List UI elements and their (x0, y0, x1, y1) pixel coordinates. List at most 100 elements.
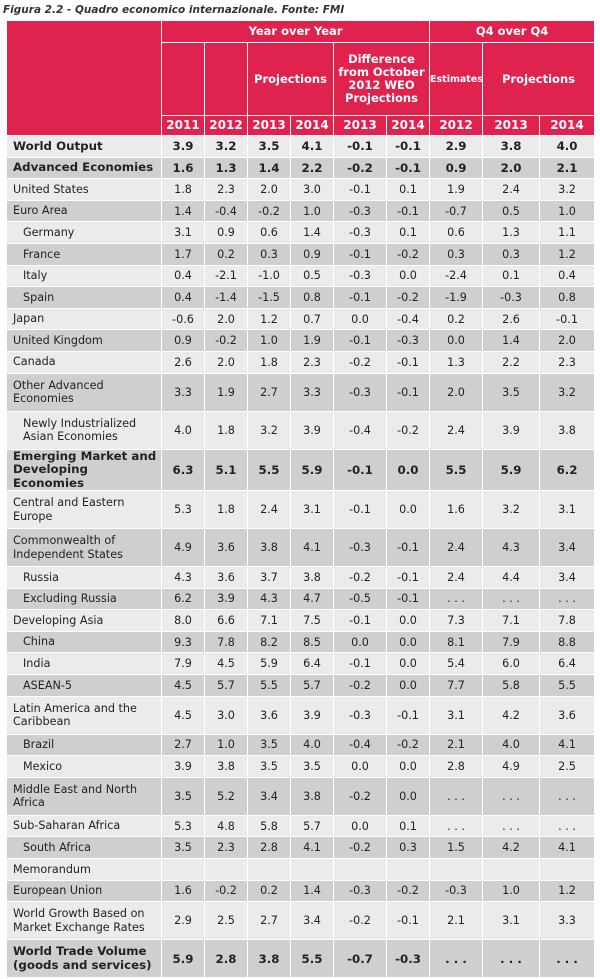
table-cell: 5.7 (204, 674, 248, 697)
row-label: Newly Industrialized Asian Economies (6, 410, 162, 450)
table-cell: 2.3 (539, 350, 596, 374)
header-year: 2013 (247, 115, 291, 136)
table-cell: -2.4 (429, 264, 484, 288)
table-cell: 4.7 (290, 587, 334, 611)
table-cell (161, 857, 205, 881)
table-cell: 3.5 (290, 755, 334, 778)
table-cell: 3.1 (482, 901, 541, 941)
table-cell: -0.3 (429, 879, 484, 903)
table-cell: 0.0 (385, 264, 431, 288)
table-cell: 2.1 (539, 156, 596, 180)
table-cell: 0.6 (429, 221, 484, 244)
row-label: Middle East and North Africa (6, 776, 162, 816)
table-cell: -0.4 (385, 307, 431, 331)
row-label: Emerging Market and Developing Economies (6, 448, 162, 492)
table-cell: -0.2 (333, 901, 387, 941)
table-cell: 1.0 (204, 733, 248, 757)
table-cell: . . . (539, 776, 596, 816)
table-cell: -0.3 (333, 199, 387, 223)
table-cell: 0.0 (333, 630, 387, 654)
table-cell: 4.1 (290, 135, 334, 158)
table-cell: 7.5 (290, 609, 334, 632)
table-cell: 1.4 (161, 199, 205, 223)
table-cell: -0.3 (333, 372, 387, 412)
table-cell: 0.1 (385, 814, 431, 838)
table-cell: 1.6 (429, 490, 484, 530)
table-cell: 0.0 (333, 307, 387, 331)
table-cell: 0.9 (429, 156, 484, 180)
table-row: Euro Area 1.4 -0.4 -0.2 1.0 -0.3 -0.1 -0.7 0.5 1.… (6, 199, 596, 223)
header-year: 2014 (385, 115, 431, 136)
table-cell: -0.2 (385, 242, 431, 266)
table-cell (333, 857, 387, 881)
table-cell: 0.8 (290, 286, 334, 309)
table-cell: 1.6 (161, 156, 205, 180)
table-cell: 5.5 (539, 674, 596, 697)
table-cell: 2.2 (290, 156, 334, 180)
table-cell: 6.3 (161, 448, 205, 492)
table-cell: 5.8 (247, 814, 291, 838)
table-row: Mexico 3.9 3.8 3.5 3.5 0.0 0.0 2.8 4.9 2.5 (6, 755, 596, 778)
table-cell: 2.2 (482, 350, 541, 374)
row-label: Germany (6, 221, 162, 244)
table-cell: 0.8 (539, 286, 596, 309)
table-cell: 7.9 (161, 652, 205, 675)
table-cell: 3.0 (290, 178, 334, 201)
row-label: France (6, 242, 162, 266)
table-cell: 0.6 (247, 221, 291, 244)
table-cell: -1.0 (247, 264, 291, 288)
table-cell: 3.8 (204, 755, 248, 778)
table-cell: 2.5 (539, 755, 596, 778)
table-cell: 1.3 (204, 156, 248, 180)
header-group-year-over-year: Year over Year (160, 20, 431, 43)
table-cell: 2.6 (482, 307, 541, 331)
table-cell: 0.3 (482, 242, 541, 266)
table-row: European Union 1.6 -0.2 0.2 1.4 -0.3 -0.2 -0.3 1… (6, 879, 596, 903)
row-label: Sub-Saharan Africa (6, 814, 162, 838)
table-cell: 2.3 (290, 350, 334, 374)
table-cell: 1.1 (539, 221, 596, 244)
table-cell: 3.2 (539, 178, 596, 201)
table-cell: 0.0 (385, 652, 431, 675)
row-label: Developing Asia (6, 609, 162, 632)
table-cell: 2.7 (161, 733, 205, 757)
table-cell: -0.3 (482, 286, 541, 309)
table-cell: 4.0 (482, 733, 541, 757)
table-cell: 5.5 (247, 448, 291, 492)
table-body: World Output 3.9 3.2 3.5 4.1 -0.1 -0.1 2.9 3.8 4.… (6, 135, 596, 979)
table-row: Latin America and the Caribbean 4.5 3.0 3.6… (6, 695, 596, 735)
table-header: Year over Year Q4 over Q4 Projections Di… (6, 20, 596, 136)
table-cell: 4.0 (539, 135, 596, 158)
table-cell: -0.7 (333, 939, 387, 979)
table-cell: 1.8 (204, 410, 248, 450)
table-cell: 9.3 (161, 630, 205, 654)
table-cell: -0.2 (247, 199, 291, 223)
table-cell: -1.9 (429, 286, 484, 309)
table-cell: -0.2 (333, 836, 387, 859)
table-row: Russia 4.3 3.6 3.7 3.8 -0.2 -0.1 2.4 4.4 3.4 (6, 566, 596, 589)
table-cell: 3.1 (290, 490, 334, 530)
table-cell: . . . (482, 587, 541, 611)
table-cell: 6.4 (290, 652, 334, 675)
table-cell: 0.0 (385, 755, 431, 778)
table-cell: 1.4 (247, 156, 291, 180)
table-cell: 3.8 (482, 135, 541, 158)
table-cell: -0.4 (204, 199, 248, 223)
table-cell: -0.2 (333, 156, 387, 180)
table-cell: 3.1 (539, 490, 596, 530)
table-cell: 3.8 (539, 410, 596, 450)
row-label: Memorandum (6, 857, 162, 881)
table-cell: 1.2 (539, 242, 596, 266)
header-year: 2014 (539, 115, 596, 136)
table-cell: . . . (482, 776, 541, 816)
table-cell: 1.8 (247, 350, 291, 374)
header-year: 2012 (204, 115, 248, 136)
table-cell: 1.0 (482, 879, 541, 903)
row-label: South Africa (6, 836, 162, 859)
table-cell: 2.0 (539, 329, 596, 352)
header-blank-2011 (161, 42, 205, 116)
table-cell: -0.3 (333, 695, 387, 735)
table-cell: 0.5 (290, 264, 334, 288)
table-row: Spain 0.4 -1.4 -1.5 0.8 -0.1 -0.2 -1.9 -0.3 0.8 (6, 286, 596, 309)
table-cell: . . . (482, 939, 541, 979)
